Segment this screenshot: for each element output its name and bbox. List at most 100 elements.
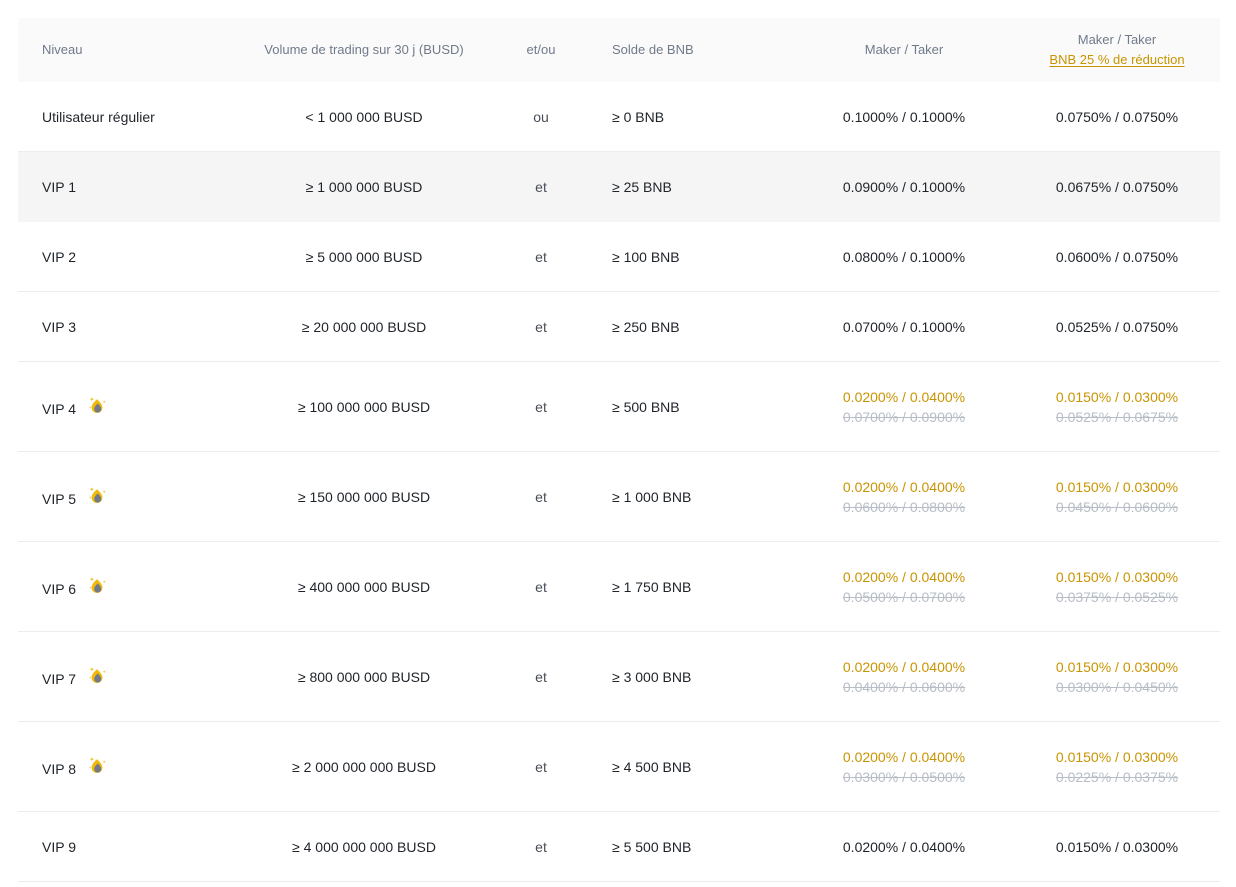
cell-maker-taker-bnb-stack: 0.0750% / 0.0750%	[1014, 107, 1220, 127]
cell-level: VIP 3	[18, 292, 240, 362]
cell-maker-taker: 0.0900% / 0.1000%	[794, 152, 1014, 222]
cell-maker-taker-previous: 0.0700% / 0.0900%	[842, 408, 966, 425]
cell-bnb-balance: ≥ 250 BNB	[612, 318, 680, 335]
cell-maker-taker-bnb: 0.0150% / 0.0300% 0.0225% / 0.0375%	[1014, 722, 1220, 812]
cell-maker-taker-bnb: 0.0675% / 0.0750%	[1014, 152, 1220, 222]
cell-level: VIP 9	[18, 812, 240, 882]
table-row: VIP 3 ≥ 20 000 000 BUSD et ≥ 250 BNB 0.0700%…	[18, 292, 1220, 362]
cell-maker-taker-previous: 0.0300% / 0.0500%	[842, 768, 966, 785]
cell-bnb-balance: ≥ 4 500 BNB	[612, 758, 692, 775]
cell-and-or: et	[535, 398, 547, 415]
cell-maker-taker-stack: 0.0200% / 0.0400% 0.0400% / 0.0600%	[794, 657, 1014, 697]
cell-volume: ≥ 400 000 000 BUSD	[297, 578, 431, 595]
cell-maker-taker-bnb-stack: 0.0150% / 0.0300% 0.0525% / 0.0675%	[1014, 387, 1220, 427]
cell-maker-taker: 0.0200% / 0.0400% 0.0400% / 0.0600%	[794, 632, 1014, 722]
bnb-droplet-icon	[84, 484, 110, 510]
cell-maker-taker-bnb-current: 0.0150% / 0.0300%	[1055, 658, 1179, 675]
cell-maker-taker-bnb-stack: 0.0150% / 0.0300% 0.0375% / 0.0525%	[1014, 567, 1220, 607]
cell-maker-taker-current: 0.0200% / 0.0400%	[842, 838, 966, 855]
cell-maker-taker-previous: 0.0400% / 0.0600%	[842, 678, 966, 695]
cell-maker-taker-bnb: 0.0525% / 0.0750%	[1014, 292, 1220, 362]
cell-maker-taker-stack: 0.0200% / 0.0400% 0.0600% / 0.0800%	[794, 477, 1014, 517]
cell-maker-taker-current: 0.0200% / 0.0400%	[842, 748, 966, 765]
cell-maker-taker-bnb-previous: 0.0225% / 0.0375%	[1055, 768, 1179, 785]
cell-maker-taker-current: 0.0900% / 0.1000%	[842, 178, 966, 195]
bnb-discount-link[interactable]: BNB 25 % de réduction	[1049, 52, 1185, 67]
cell-level: VIP 5	[18, 452, 240, 542]
cell-volume: ≥ 100 000 000 BUSD	[297, 398, 431, 415]
cell-maker-taker-bnb-previous: 0.0525% / 0.0675%	[1055, 408, 1179, 425]
vip-level-label: VIP 2	[42, 248, 76, 265]
table-row: VIP 4 ≥ 100 000 000 BUSD et ≥ 500 BNB 0.0200…	[18, 362, 1220, 452]
cell-volume: ≥ 5 000 000 BUSD	[305, 248, 423, 265]
vip-level-label: VIP 4	[42, 400, 76, 417]
cell-volume: ≥ 1 000 000 BUSD	[305, 178, 423, 195]
cell-maker-taker-bnb-current: 0.0150% / 0.0300%	[1055, 478, 1179, 495]
cell-and-or: et	[535, 578, 547, 595]
cell-maker-taker-bnb-previous: 0.0450% / 0.0600%	[1055, 498, 1179, 515]
cell-maker-taker-bnb-current: 0.0150% / 0.0300%	[1055, 568, 1179, 585]
cell-maker-taker: 0.0200% / 0.0400%	[794, 812, 1014, 882]
cell-maker-taker: 0.0800% / 0.1000%	[794, 222, 1014, 292]
cell-volume: ≥ 2 000 000 000 BUSD	[292, 758, 436, 775]
header-row: Niveau Volume de trading sur 30 j (BUSD)…	[18, 18, 1220, 82]
vip-level-label: VIP 6	[42, 580, 76, 597]
cell-maker-taker-bnb: 0.0750% / 0.0750%	[1014, 82, 1220, 152]
cell-and-or: et	[535, 758, 547, 775]
table-header: Niveau Volume de trading sur 30 j (BUSD)…	[18, 18, 1220, 82]
column-header-volume: Volume de trading sur 30 j (BUSD)	[240, 18, 488, 82]
cell-maker-taker-bnb: 0.0150% / 0.0300% 0.0525% / 0.0675%	[1014, 362, 1220, 452]
table-row: Utilisateur régulier < 1 000 000 BUSD ou ≥ …	[18, 82, 1220, 152]
cell-maker-taker-stack: 0.0200% / 0.0400% 0.0500% / 0.0700%	[794, 567, 1014, 607]
vip-level-label: VIP 3	[42, 318, 76, 335]
cell-and-or: et	[535, 318, 547, 335]
cell-maker-taker-bnb-previous: 0.0300% / 0.0450%	[1055, 678, 1179, 695]
cell-maker-taker: 0.0200% / 0.0400% 0.0700% / 0.0900%	[794, 362, 1014, 452]
column-header-volume-label: Volume de trading sur 30 j (BUSD)	[264, 42, 464, 57]
cell-maker-taker-bnb: 0.0150% / 0.0300%	[1014, 812, 1220, 882]
cell-maker-taker-bnb-stack: 0.0150% / 0.0300% 0.0225% / 0.0375%	[1014, 747, 1220, 787]
cell-and-or: et	[535, 178, 547, 195]
cell-bnb-balance: ≥ 25 BNB	[612, 178, 672, 195]
column-header-level: Niveau	[18, 18, 240, 82]
cell-and-or: et	[535, 488, 547, 505]
table-row: VIP 8 ≥ 2 000 000 000 BUSD et ≥ 4 500 BNB 0.…	[18, 722, 1220, 812]
vip-level-label: VIP 7	[42, 670, 76, 687]
cell-bnb-balance: ≥ 5 500 BNB	[612, 838, 692, 855]
bnb-droplet-icon	[84, 394, 110, 420]
cell-volume: ≥ 4 000 000 000 BUSD	[292, 838, 436, 855]
vip-level-label: VIP 9	[42, 838, 76, 855]
cell-bnb-balance: ≥ 500 BNB	[612, 398, 680, 415]
cell-maker-taker-bnb-current: 0.0150% / 0.0300%	[1055, 838, 1179, 855]
cell-bnb-balance: ≥ 3 000 BNB	[612, 668, 692, 685]
cell-and-or: et	[535, 838, 547, 855]
cell-maker-taker-bnb-current: 0.0750% / 0.0750%	[1055, 108, 1179, 125]
vip-level-label: Utilisateur régulier	[42, 108, 155, 125]
cell-volume: < 1 000 000 BUSD	[305, 108, 423, 125]
cell-maker-taker-bnb-current: 0.0675% / 0.0750%	[1055, 178, 1179, 195]
table-row: VIP 1 ≥ 1 000 000 BUSD et ≥ 25 BNB 0.0900% /…	[18, 151, 1220, 222]
cell-maker-taker-current: 0.0200% / 0.0400%	[842, 478, 966, 495]
cell-maker-taker-stack: 0.0800% / 0.1000%	[794, 247, 1014, 267]
cell-maker-taker-bnb: 0.0150% / 0.0300% 0.0375% / 0.0525%	[1014, 542, 1220, 632]
cell-maker-taker-bnb-stack: 0.0675% / 0.0750%	[1014, 177, 1220, 197]
cell-level: VIP 8	[18, 722, 240, 812]
vip-fee-table: Niveau Volume de trading sur 30 j (BUSD)…	[18, 18, 1220, 882]
cell-maker-taker-bnb-stack: 0.0150% / 0.0300% 0.0300% / 0.0450%	[1014, 657, 1220, 697]
cell-maker-taker-bnb-stack: 0.0600% / 0.0750%	[1014, 247, 1220, 267]
cell-volume: ≥ 800 000 000 BUSD	[297, 668, 431, 685]
cell-volume: ≥ 20 000 000 BUSD	[301, 318, 427, 335]
table-body: Utilisateur régulier < 1 000 000 BUSD ou ≥ …	[18, 82, 1220, 882]
cell-maker-taker-bnb: 0.0150% / 0.0300% 0.0300% / 0.0450%	[1014, 632, 1220, 722]
cell-bnb-balance: ≥ 0 BNB	[612, 108, 665, 125]
table-row: VIP 9 ≥ 4 000 000 000 BUSD et ≥ 5 500 BNB 0.…	[18, 812, 1220, 882]
cell-maker-taker: 0.0700% / 0.1000%	[794, 292, 1014, 362]
column-header-bnb-balance: Solde de BNB	[594, 18, 794, 82]
cell-level: VIP 4	[18, 362, 240, 452]
cell-maker-taker-current: 0.0200% / 0.0400%	[842, 388, 966, 405]
cell-and-or: ou	[533, 108, 549, 125]
table-row: VIP 7 ≥ 800 000 000 BUSD et ≥ 3 000 BNB 0.02…	[18, 632, 1220, 722]
bnb-droplet-icon	[84, 754, 110, 780]
cell-maker-taker-current: 0.0200% / 0.0400%	[842, 658, 966, 675]
bnb-droplet-icon	[84, 574, 110, 600]
